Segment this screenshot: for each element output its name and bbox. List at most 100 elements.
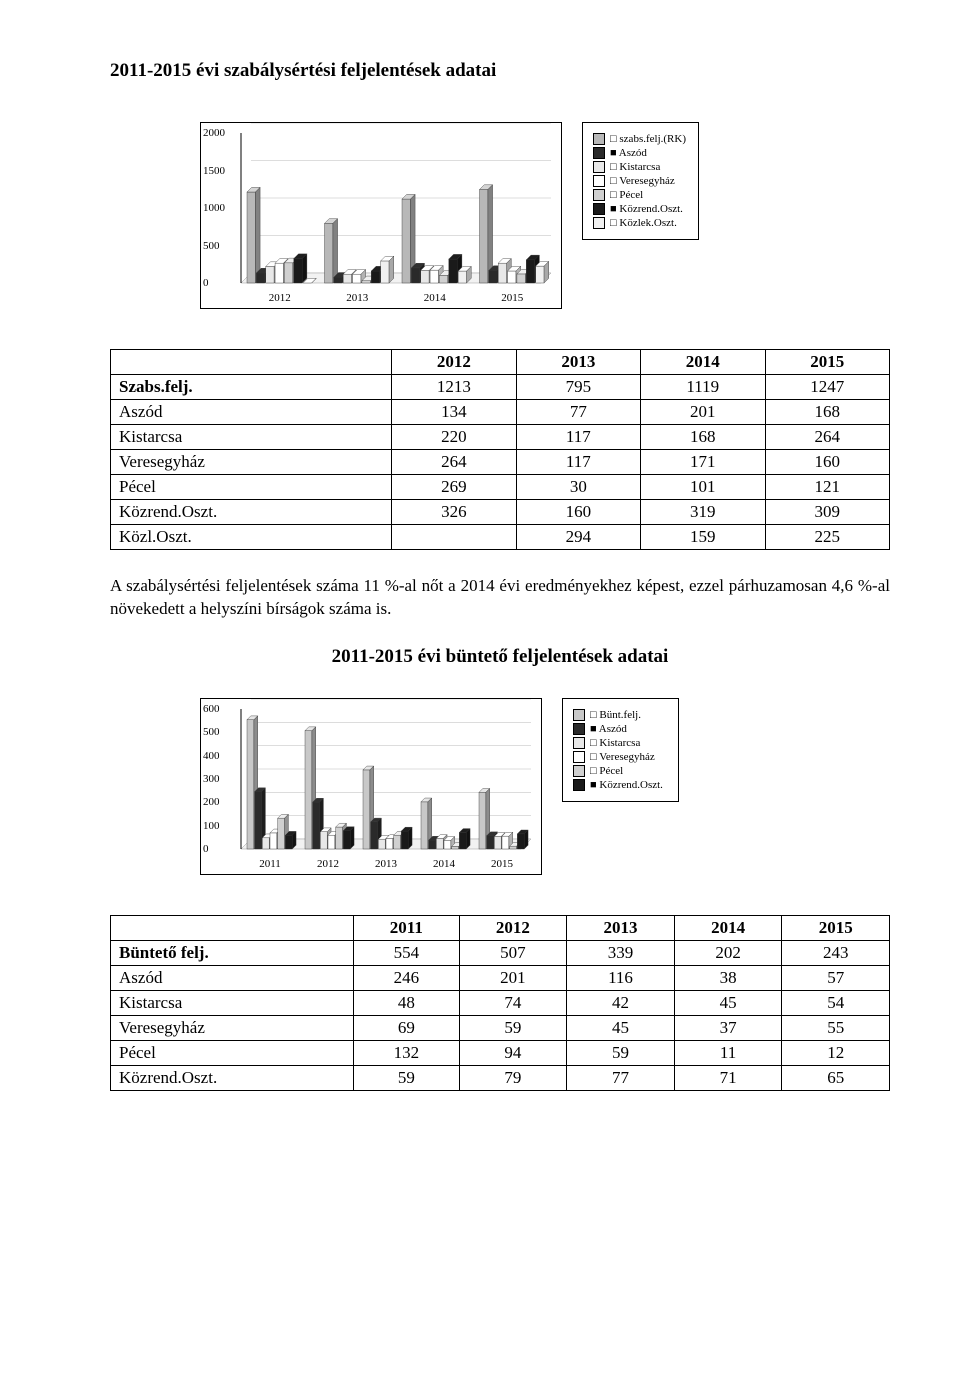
table-cell: 294 bbox=[516, 525, 640, 550]
table-header-cell bbox=[111, 915, 354, 940]
table-header-cell: 2014 bbox=[674, 915, 782, 940]
table-row: Aszód2462011163857 bbox=[111, 965, 890, 990]
table-cell: 117 bbox=[516, 450, 640, 475]
table-cell: 269 bbox=[392, 475, 516, 500]
table-row: Közrend.Oszt.326160319309 bbox=[111, 500, 890, 525]
table-cell: 795 bbox=[516, 375, 640, 400]
table-cell: 45 bbox=[674, 990, 782, 1015]
legend-item: □ Pécel bbox=[573, 765, 668, 777]
section2-table: 20112012201320142015 Büntető felj.554507… bbox=[110, 915, 890, 1091]
x-tick-label: 2014 bbox=[433, 858, 455, 870]
legend-label: □ Veresegyház bbox=[590, 751, 655, 763]
x-tick-label: 2013 bbox=[346, 292, 368, 304]
legend-label: □ Bünt.felj. bbox=[590, 709, 641, 721]
legend-label: ■ Aszód bbox=[610, 147, 647, 159]
legend-swatch bbox=[573, 751, 585, 763]
table-cell: 319 bbox=[641, 500, 765, 525]
table-cell: 243 bbox=[782, 940, 890, 965]
section1-chart-row: 05001000150020002012201320142015 □ szabs… bbox=[200, 122, 890, 309]
table-cell: 71 bbox=[674, 1065, 782, 1090]
table-cell: 37 bbox=[674, 1015, 782, 1040]
table-cell: 309 bbox=[765, 500, 890, 525]
table-cell: Kistarcsa bbox=[111, 990, 354, 1015]
table-cell: 264 bbox=[765, 425, 890, 450]
table-cell: 264 bbox=[392, 450, 516, 475]
table-cell: 42 bbox=[567, 990, 675, 1015]
table-header-cell: 2012 bbox=[459, 915, 567, 940]
table-row: Közl.Oszt.294159225 bbox=[111, 525, 890, 550]
legend-swatch bbox=[593, 161, 605, 173]
table-cell: 1213 bbox=[392, 375, 516, 400]
table-header-cell: 2015 bbox=[765, 350, 890, 375]
table-cell: 55 bbox=[782, 1015, 890, 1040]
table-header-cell: 2012 bbox=[392, 350, 516, 375]
table-row: Kistarcsa4874424554 bbox=[111, 990, 890, 1015]
table-cell: 116 bbox=[567, 965, 675, 990]
table-cell: Büntető felj. bbox=[111, 940, 354, 965]
section2-title: 2011-2015 évi büntető feljelentések adat… bbox=[110, 646, 890, 668]
legend-item: □ Kistarcsa bbox=[593, 161, 688, 173]
legend-item: □ Veresegyház bbox=[593, 175, 688, 187]
legend-item: ■ Közrend.Oszt. bbox=[593, 203, 688, 215]
table-header-cell: 2014 bbox=[641, 350, 765, 375]
x-tick-label: 2012 bbox=[317, 858, 339, 870]
table-cell: 507 bbox=[459, 940, 567, 965]
table-header-cell: 2011 bbox=[354, 915, 460, 940]
table-cell: 59 bbox=[354, 1065, 460, 1090]
x-tick-label: 2011 bbox=[259, 858, 281, 870]
section2-chart: 010020030040050060020112012201320142015 bbox=[200, 698, 542, 875]
table-cell: Szabs.felj. bbox=[111, 375, 392, 400]
legend-item: □ szabs.felj.(RK) bbox=[593, 133, 688, 145]
table-cell: 121 bbox=[765, 475, 890, 500]
table-cell: 38 bbox=[674, 965, 782, 990]
table-cell: Pécel bbox=[111, 475, 392, 500]
table-cell: 54 bbox=[782, 990, 890, 1015]
section1-legend: □ szabs.felj.(RK) ■ Aszód □ Kistarcsa □ Ver… bbox=[582, 122, 699, 240]
legend-swatch bbox=[593, 217, 605, 229]
table-header-cell: 2013 bbox=[516, 350, 640, 375]
table-cell: Kistarcsa bbox=[111, 425, 392, 450]
legend-label: □ Veresegyház bbox=[610, 175, 675, 187]
table-row: Aszód13477201168 bbox=[111, 400, 890, 425]
legend-swatch bbox=[593, 189, 605, 201]
legend-swatch bbox=[573, 779, 585, 791]
table-cell: Veresegyház bbox=[111, 450, 392, 475]
table-row: Közrend.Oszt.5979777165 bbox=[111, 1065, 890, 1090]
table-row: Veresegyház264117171160 bbox=[111, 450, 890, 475]
section2-legend: □ Bünt.felj.■ Aszód□ Kistarcsa□ Veresegy… bbox=[562, 698, 679, 802]
legend-swatch bbox=[593, 147, 605, 159]
table-row: Kistarcsa220117168264 bbox=[111, 425, 890, 450]
section2-chart-row: 010020030040050060020112012201320142015 … bbox=[200, 698, 890, 875]
table-cell: 171 bbox=[641, 450, 765, 475]
legend-label: □ Pécel bbox=[610, 189, 643, 201]
legend-item: □ Bünt.felj. bbox=[573, 709, 668, 721]
legend-label: ■ Közrend.Oszt. bbox=[590, 779, 663, 791]
legend-swatch bbox=[573, 709, 585, 721]
table-row: Pécel26930101121 bbox=[111, 475, 890, 500]
section1-paragraph: A szabálysértési feljelentések száma 11 … bbox=[110, 575, 890, 621]
table-cell bbox=[392, 525, 516, 550]
x-tick-label: 2013 bbox=[375, 858, 397, 870]
legend-label: □ szabs.felj.(RK) bbox=[610, 133, 686, 145]
table-cell: 132 bbox=[354, 1040, 460, 1065]
table-cell: 74 bbox=[459, 990, 567, 1015]
legend-swatch bbox=[573, 765, 585, 777]
table-cell: 48 bbox=[354, 990, 460, 1015]
table-cell: 57 bbox=[782, 965, 890, 990]
legend-swatch bbox=[593, 175, 605, 187]
section1-chart: 05001000150020002012201320142015 bbox=[200, 122, 562, 309]
legend-item: □ Veresegyház bbox=[573, 751, 668, 763]
legend-label: □ Közlek.Oszt. bbox=[610, 217, 677, 229]
table-cell: 554 bbox=[354, 940, 460, 965]
table-cell: Pécel bbox=[111, 1040, 354, 1065]
table-cell: 168 bbox=[765, 400, 890, 425]
table-cell: 201 bbox=[459, 965, 567, 990]
table-row: Veresegyház6959453755 bbox=[111, 1015, 890, 1040]
table-cell: Közrend.Oszt. bbox=[111, 500, 392, 525]
section1-table: 2012201320142015 Szabs.felj.121379511191… bbox=[110, 349, 890, 550]
table-cell: 160 bbox=[516, 500, 640, 525]
legend-item: □ Kistarcsa bbox=[573, 737, 668, 749]
table-cell: 12 bbox=[782, 1040, 890, 1065]
legend-label: ■ Közrend.Oszt. bbox=[610, 203, 683, 215]
table-cell: 30 bbox=[516, 475, 640, 500]
